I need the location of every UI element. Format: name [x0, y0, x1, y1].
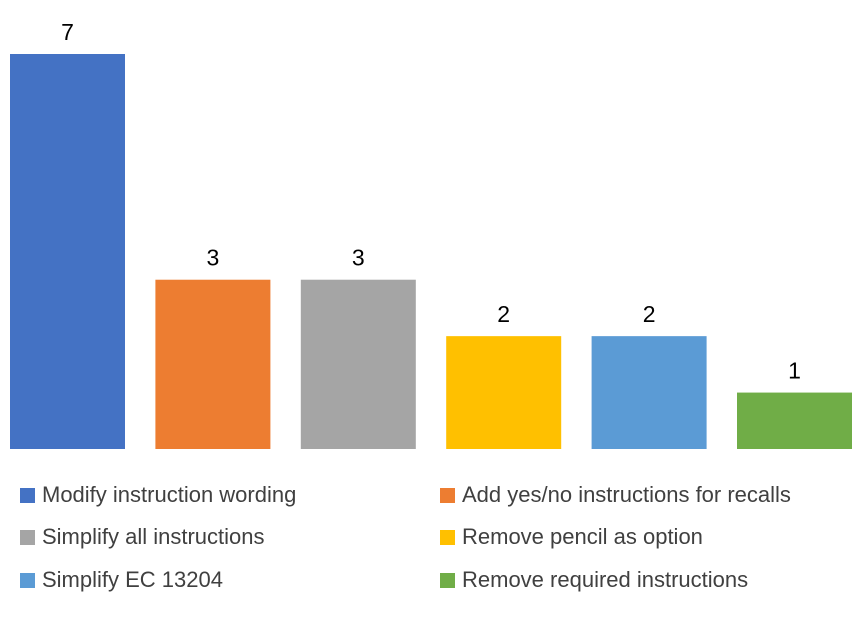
legend-label: Add yes/no instructions for recalls [462, 482, 791, 507]
legend-label: Simplify all instructions [42, 524, 265, 549]
legend-swatch [20, 572, 35, 588]
data-label-modify-instruction-wording: 7 [61, 19, 74, 45]
data-label-simplify-all-instructions: 3 [352, 245, 365, 271]
bar-modify-instruction-wording [10, 54, 125, 449]
legend-item-modify-instruction-wording: Modify instruction wording [20, 480, 296, 510]
data-label-remove-pencil-as-option: 2 [497, 301, 510, 327]
legend-swatch [20, 529, 35, 545]
legend-swatch [440, 487, 455, 503]
legend: Modify instruction wording Add yes/no in… [0, 480, 852, 610]
data-label-simplify-ec-13204: 2 [643, 301, 656, 327]
bar-chart: 7 3 3 2 2 1 [10, 19, 852, 449]
legend-label: Modify instruction wording [42, 482, 297, 507]
legend-swatch [440, 529, 455, 545]
legend-label: Remove required instructions [462, 567, 749, 592]
legend-item-simplify-ec-13204: Simplify EC 13204 [20, 565, 223, 595]
bar-add-yes-no-instructions-for-recalls [155, 279, 271, 449]
legend-item-simplify-all-instructions: Simplify all instructions [20, 522, 265, 552]
legend-item-add-yes-no-instructions: Add yes/no instructions for recalls [440, 480, 791, 510]
bars-group [10, 54, 852, 449]
bar-remove-required-instructions [737, 392, 852, 449]
legend-swatch [20, 487, 35, 503]
legend-item-remove-pencil-as-option: Remove pencil as option [440, 522, 703, 552]
legend-label: Simplify EC 13204 [42, 567, 223, 592]
data-labels-group: 7 3 3 2 2 1 [61, 19, 801, 384]
legend-item-remove-required-instructions: Remove required instructions [440, 565, 748, 595]
data-label-remove-required-instructions: 1 [788, 358, 801, 384]
bar-simplify-ec-13204 [591, 336, 707, 449]
bar-remove-pencil-as-option [446, 336, 562, 449]
data-label-add-yes-no-instructions-for-recalls: 3 [207, 245, 220, 271]
legend-label: Remove pencil as option [462, 524, 703, 549]
legend-swatch [440, 572, 455, 588]
bar-simplify-all-instructions [300, 279, 416, 449]
